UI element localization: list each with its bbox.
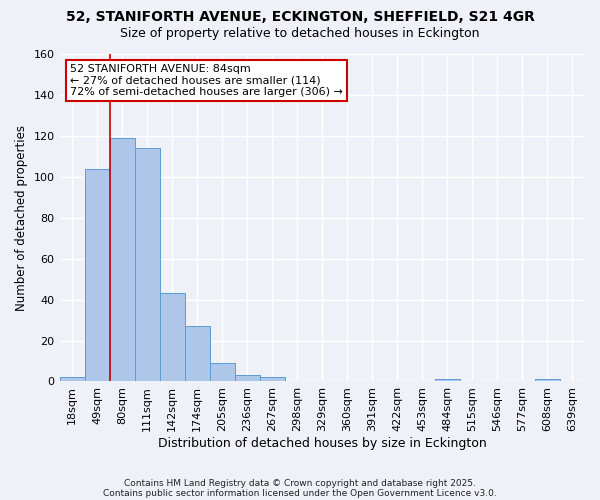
Text: 52, STANIFORTH AVENUE, ECKINGTON, SHEFFIELD, S21 4GR: 52, STANIFORTH AVENUE, ECKINGTON, SHEFFI… xyxy=(65,10,535,24)
Bar xyxy=(59,378,85,382)
Bar xyxy=(235,376,260,382)
Text: Contains HM Land Registry data © Crown copyright and database right 2025.: Contains HM Land Registry data © Crown c… xyxy=(124,478,476,488)
X-axis label: Distribution of detached houses by size in Eckington: Distribution of detached houses by size … xyxy=(158,437,487,450)
Bar xyxy=(160,294,185,382)
Bar xyxy=(110,138,134,382)
Bar xyxy=(209,363,235,382)
Bar xyxy=(260,378,285,382)
Text: Size of property relative to detached houses in Eckington: Size of property relative to detached ho… xyxy=(120,28,480,40)
Bar xyxy=(535,380,560,382)
Bar xyxy=(435,380,460,382)
Bar xyxy=(85,168,110,382)
Y-axis label: Number of detached properties: Number of detached properties xyxy=(15,124,28,310)
Text: Contains public sector information licensed under the Open Government Licence v3: Contains public sector information licen… xyxy=(103,488,497,498)
Bar xyxy=(134,148,160,382)
Text: 52 STANIFORTH AVENUE: 84sqm
← 27% of detached houses are smaller (114)
72% of se: 52 STANIFORTH AVENUE: 84sqm ← 27% of det… xyxy=(70,64,343,97)
Bar xyxy=(185,326,209,382)
